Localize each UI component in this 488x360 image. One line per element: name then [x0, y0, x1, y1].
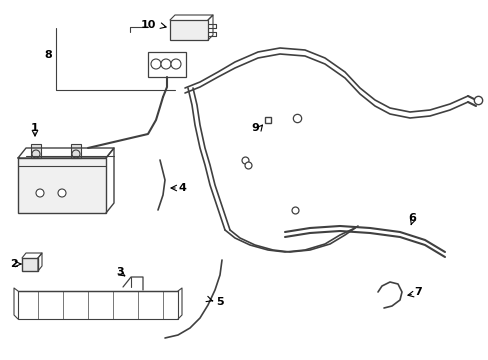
Text: 5: 5: [216, 297, 224, 307]
Bar: [18, 158, 106, 213]
Circle shape: [36, 189, 44, 197]
Text: 7: 7: [413, 287, 421, 297]
Text: 3: 3: [116, 267, 123, 277]
Text: 1: 1: [31, 123, 39, 133]
Text: 6: 6: [407, 213, 415, 223]
Bar: [71, 144, 81, 158]
Circle shape: [72, 150, 80, 158]
Circle shape: [58, 189, 66, 197]
Text: 2: 2: [10, 259, 18, 269]
Bar: [170, 20, 207, 40]
Circle shape: [151, 59, 161, 69]
Circle shape: [161, 59, 171, 69]
Bar: [22, 258, 38, 271]
Bar: [148, 52, 185, 77]
Circle shape: [171, 59, 181, 69]
Circle shape: [32, 150, 40, 158]
Text: 4: 4: [178, 183, 185, 193]
Bar: [18, 291, 178, 319]
Text: 10: 10: [140, 20, 155, 30]
Text: 9: 9: [250, 123, 259, 133]
Bar: [31, 144, 41, 158]
Text: 8: 8: [44, 50, 52, 60]
